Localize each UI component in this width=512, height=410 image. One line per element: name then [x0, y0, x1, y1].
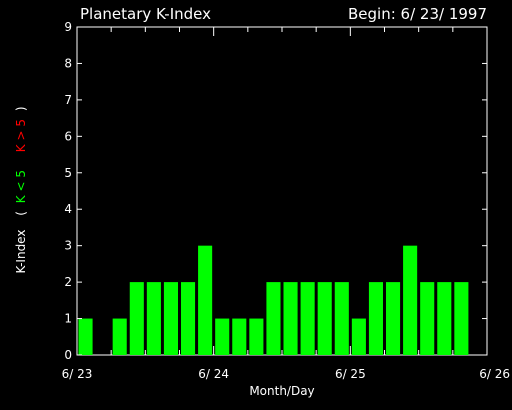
y-axis-label-low: K < 5 [14, 170, 28, 203]
bar [351, 318, 366, 355]
bar [368, 282, 383, 355]
bar [215, 318, 230, 355]
bar [163, 282, 178, 355]
x-tick-label: 6/ 25 [335, 367, 366, 381]
x-tick-label: 6/ 26 [479, 367, 510, 381]
y-tick-label: 2 [64, 275, 72, 289]
bar [232, 318, 247, 355]
bar [334, 282, 349, 355]
y-tick-label: 0 [64, 348, 72, 362]
y-tick-label: 1 [64, 312, 72, 326]
bar [454, 282, 469, 355]
y-tick-label: 3 [64, 239, 72, 253]
bar [266, 282, 281, 355]
bar [403, 245, 418, 355]
y-axis-label-open: ( [14, 211, 28, 216]
x-tick-label: 6/ 24 [198, 367, 229, 381]
bar [129, 282, 144, 355]
y-tick-label: 9 [64, 20, 72, 34]
y-axis-label-high: K > 5 [14, 119, 28, 152]
y-axis-label-prefix: K-Index [14, 230, 28, 274]
bar [78, 318, 93, 355]
bars-group [78, 245, 469, 355]
x-tick-label: 6/ 23 [62, 367, 93, 381]
x-axis-label: Month/Day [249, 384, 314, 398]
bar [249, 318, 264, 355]
bar [283, 282, 298, 355]
bar [386, 282, 401, 355]
chart-title: Planetary K-Index [80, 5, 211, 23]
bar [181, 282, 196, 355]
bar [317, 282, 332, 355]
y-tick-label: 4 [64, 202, 72, 216]
y-axis-ticks: 0 1 2 3 4 5 6 7 8 9 [64, 20, 487, 362]
bar [112, 318, 127, 355]
bar [146, 282, 161, 355]
y-axis-label-close: ) [14, 106, 28, 111]
chart-subtitle: Begin: 6/ 23/ 1997 [348, 5, 487, 23]
bar [198, 245, 213, 355]
y-tick-label: 5 [64, 166, 72, 180]
y-tick-label: 6 [64, 129, 72, 143]
bar [420, 282, 435, 355]
y-tick-label: 8 [64, 56, 72, 70]
y-tick-label: 7 [64, 93, 72, 107]
bar [300, 282, 315, 355]
bar [437, 282, 452, 355]
x-axis-ticks: 6/ 23 6/ 24 6/ 25 6/ 26 [62, 27, 510, 381]
y-axis-label: K-Index ( K < 5 K > 5 ) [14, 106, 28, 273]
